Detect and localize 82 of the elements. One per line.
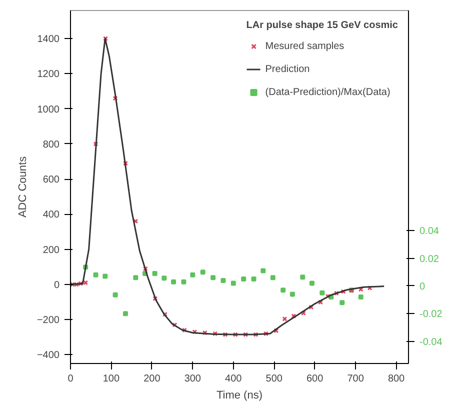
y-tick-label: 600: [42, 174, 60, 186]
point: [122, 160, 128, 166]
point: [171, 279, 176, 284]
y2-tick-label: -0.02: [420, 309, 443, 320]
point: [340, 300, 345, 306]
point: [162, 312, 168, 317]
point: [93, 272, 98, 278]
point: [300, 310, 306, 316]
point: [222, 332, 228, 338]
legend-label: Prediction: [265, 64, 310, 74]
y-tick-label: 1400: [37, 34, 60, 46]
point: [232, 332, 238, 338]
x-axis-title: Time (ns): [216, 390, 263, 402]
point: [340, 288, 346, 294]
legend-label: (Data-Prediction)/Max(Data): [265, 86, 390, 98]
y-axis-title: ADC Counts: [16, 156, 29, 218]
y-tick-label: −400: [36, 350, 60, 362]
x-tick-label: 300: [184, 374, 202, 384]
legend-label: Mesured samples: [265, 40, 344, 52]
point: [152, 296, 158, 302]
point: [253, 332, 258, 338]
point: [103, 36, 108, 42]
point: [93, 141, 98, 146]
point: [181, 279, 186, 284]
x-tick-label: 800: [388, 374, 406, 384]
y2-tick-label: -0.04: [420, 336, 443, 348]
x-tick-label: 100: [102, 374, 120, 384]
point: [308, 304, 314, 310]
point: [220, 278, 226, 283]
point: [263, 331, 268, 336]
x-tick-label: 400: [225, 374, 242, 384]
point: [162, 276, 167, 281]
x-tick-label: 600: [306, 374, 324, 384]
point: [133, 275, 138, 280]
point: [358, 294, 364, 300]
point: [202, 330, 208, 336]
y-tick-label: 1000: [37, 104, 60, 116]
point: [182, 328, 188, 333]
point: [280, 288, 286, 293]
x-tick-label: 200: [144, 374, 161, 384]
point: [334, 290, 339, 296]
point: [190, 272, 196, 278]
point: [325, 294, 330, 299]
x-tick-label: 500: [266, 374, 283, 384]
point: [320, 290, 325, 296]
point: [102, 274, 108, 279]
x-tick-label: 700: [347, 374, 364, 384]
y-tick-label: −200: [36, 315, 60, 326]
y-tick-label: 1200: [37, 69, 60, 80]
point: [274, 328, 279, 334]
y2-tick-label: 0: [420, 281, 426, 292]
point: [112, 96, 118, 101]
point: [318, 300, 324, 305]
point: [241, 276, 246, 282]
point: [122, 311, 128, 316]
y-tick-label: 400: [42, 210, 60, 221]
point: [300, 274, 306, 280]
point: [260, 268, 266, 274]
y-tick-label: 800: [42, 139, 60, 150]
point: [142, 266, 148, 272]
point: [251, 276, 256, 282]
y-tick-label: 0: [54, 280, 60, 291]
point: [152, 271, 158, 276]
y2-tick-label: 0.04: [420, 226, 440, 238]
legend-title: LAr pulse shape 15 GeV cosmic: [246, 20, 398, 31]
point: [290, 292, 295, 297]
point: [367, 285, 372, 290]
point: [74, 282, 80, 287]
point: [210, 275, 216, 280]
point: [282, 316, 288, 322]
point: [200, 270, 206, 275]
y2-tick-label: 0.02: [420, 254, 440, 265]
point: [309, 280, 314, 286]
point: [212, 331, 218, 336]
y-tick-label: 200: [42, 244, 60, 256]
point: [291, 314, 296, 319]
x-tick-label: 0: [68, 374, 74, 384]
point: [270, 275, 276, 280]
point: [192, 329, 198, 334]
point: [230, 280, 236, 286]
point: [112, 292, 118, 298]
point: [243, 332, 248, 338]
